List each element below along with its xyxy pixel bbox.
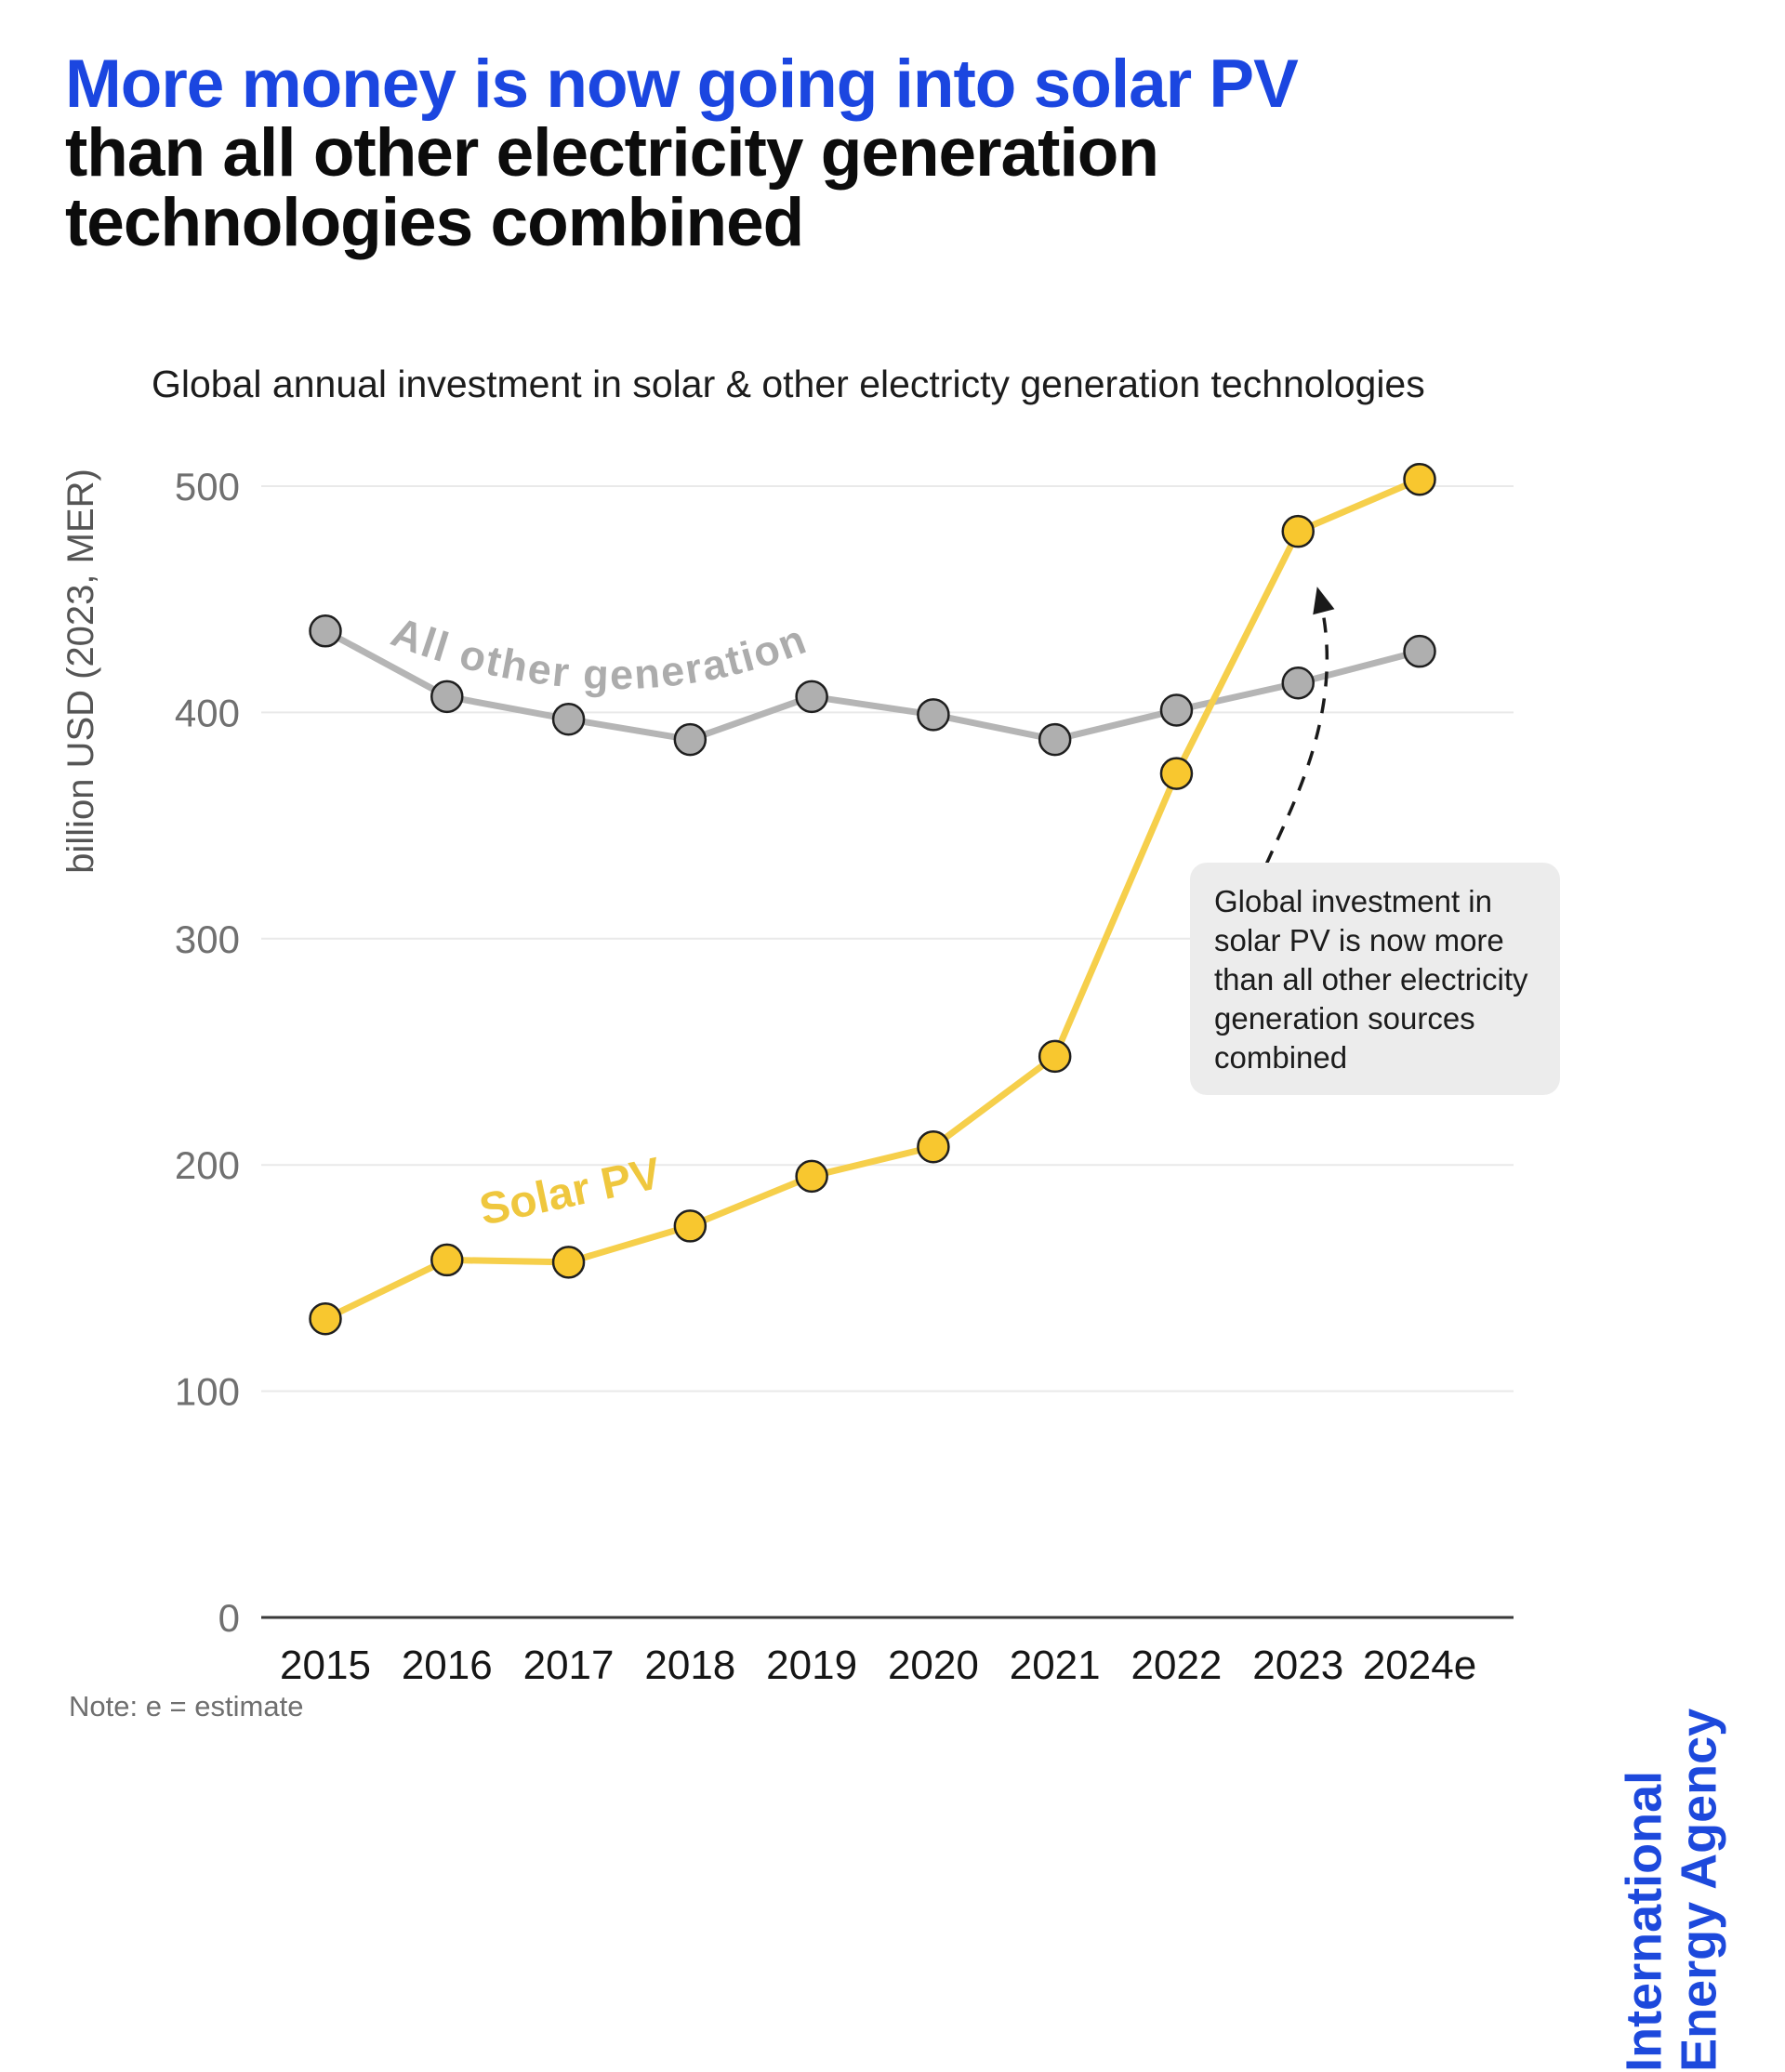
- x-tick-label-2018: 2018: [644, 1643, 735, 1688]
- data-point-solar-pv-2021: [1038, 1039, 1072, 1074]
- x-tick-label-2017: 2017: [523, 1643, 615, 1688]
- data-point-solar-pv-2023: [1281, 514, 1315, 548]
- x-tick-label-2024e: 2024e: [1363, 1643, 1476, 1688]
- data-point-solar-pv-2022: [1159, 757, 1194, 790]
- data-point-solar-pv-2018: [673, 1209, 707, 1243]
- x-tick-label-2016: 2016: [402, 1643, 493, 1688]
- data-point-all-other-generation-2019: [795, 680, 828, 714]
- annotation-arrow: [1264, 587, 1335, 865]
- title-highlight: More money is now going into solar PV: [65, 46, 1299, 122]
- x-tick-label-2019: 2019: [766, 1643, 857, 1688]
- data-point-all-other-generation-2016: [430, 680, 464, 714]
- title-line3: technologies combined: [65, 184, 804, 260]
- series-line-all-other-generation: [324, 627, 1421, 744]
- annotation-callout: Global investment in solar PV is now mor…: [1190, 863, 1560, 1095]
- y-tick-label-500: 500: [175, 465, 240, 508]
- data-point-solar-pv-2016: [430, 1243, 464, 1277]
- data-point-solar-pv-2017: [551, 1246, 586, 1279]
- infographic-page: 500 400 300 200 100 0 2015 2016 2017 2018 2019 2020…: [60, 46, 1727, 2072]
- y-tick-label-100: 100: [175, 1370, 240, 1414]
- data-point-all-other-generation-2022: [1159, 693, 1194, 727]
- x-tick-label-2020: 2020: [888, 1643, 979, 1688]
- data-point-solar-pv-2019: [795, 1159, 828, 1194]
- iea-logo-line2: Energy Agency: [1671, 1709, 1727, 2072]
- investment-line-chart: 500 400 300 200 100 0 2015 2016 2017 2018 2019 2020…: [60, 462, 1514, 1688]
- data-point-solar-pv-2020: [917, 1129, 950, 1164]
- y-axis-title: billion USD (2023, MER): [60, 469, 101, 874]
- y-tick-label-400: 400: [175, 691, 240, 734]
- chart-subtitle: Global annual investment in solar & othe…: [152, 363, 1425, 405]
- data-point-all-other-generation-2017: [551, 702, 586, 736]
- x-tick-label-2023: 2023: [1252, 1643, 1343, 1688]
- series-label-solar-pv: Solar PV: [475, 1149, 665, 1235]
- data-point-all-other-generation-2021: [1038, 722, 1072, 757]
- iea-logo-line1: International: [1616, 1771, 1673, 2072]
- page-title: More money is now going into solar PV th…: [65, 46, 1299, 260]
- x-tick-label-2021: 2021: [1010, 1643, 1101, 1688]
- data-point-all-other-generation-2018: [673, 722, 707, 757]
- iea-logo: International Energy Agency: [1616, 1709, 1727, 2072]
- data-point-solar-pv-2015: [309, 1301, 342, 1336]
- data-point-all-other-generation-2023: [1281, 666, 1315, 700]
- series-line-solar-pv: [324, 476, 1421, 1322]
- y-tick-label-0: 0: [218, 1596, 240, 1640]
- y-tick-label-300: 300: [175, 917, 240, 961]
- data-point-all-other-generation-2015: [309, 614, 342, 648]
- x-tick-label-2015: 2015: [280, 1643, 371, 1688]
- data-point-solar-pv-2024e: [1403, 462, 1436, 496]
- x-tick-label-2022: 2022: [1131, 1643, 1223, 1688]
- y-tick-label-200: 200: [175, 1143, 240, 1187]
- title-line2: than all other electricity generation: [65, 115, 1159, 191]
- data-point-all-other-generation-2024e: [1403, 634, 1436, 668]
- footnote: Note: e = estimate: [69, 1690, 304, 1722]
- data-point-all-other-generation-2020: [917, 698, 950, 732]
